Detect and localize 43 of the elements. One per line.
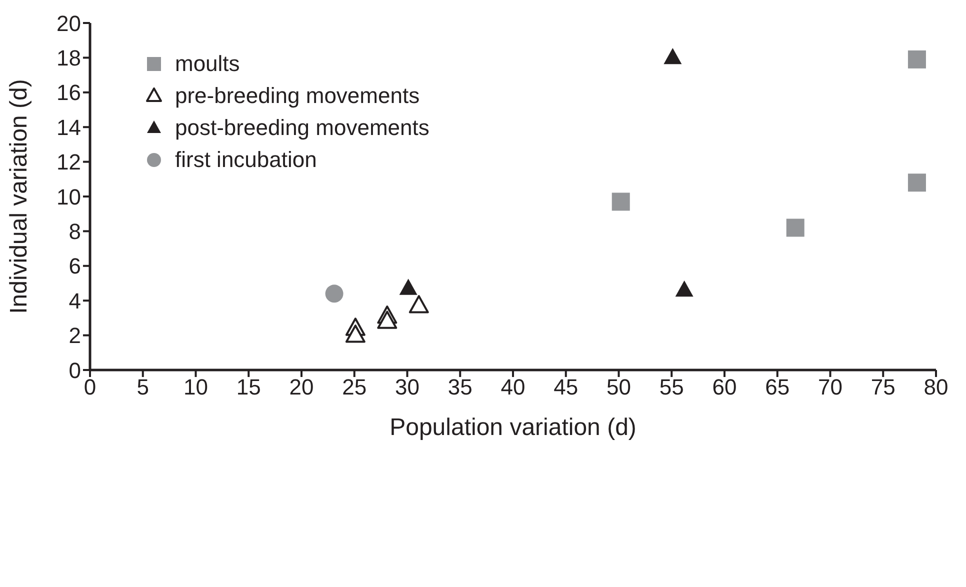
x-tick-label: 35 [448,374,472,400]
point [908,174,926,192]
point [399,278,418,295]
x-tick-label: 80 [924,374,948,400]
x-tick-label: 20 [289,374,314,400]
point [612,192,630,211]
point [908,50,926,68]
y-tick-label: 6 [68,254,81,279]
x-tick-label: 45 [554,374,578,400]
x-axis-title: Population variation (d) [390,414,636,441]
x-tick-label: 60 [712,374,737,400]
y-tick-label: 10 [56,184,81,210]
x-tick-label: 30 [395,374,420,400]
legend-label: post-breeding movements [175,115,430,141]
y-tick-label: 4 [68,288,81,314]
y-tick-label: 14 [56,114,81,140]
x-tick-label: 5 [136,374,149,400]
point [377,310,398,329]
y-tick-label: 8 [68,219,81,244]
y-tick-label: 2 [68,323,81,348]
y-tick-label: 18 [56,46,81,71]
y-tick-label: 12 [56,150,81,175]
x-tick-label: 15 [236,374,261,400]
legend-label: pre-breeding movements [175,83,420,109]
legend-label: moults [175,51,240,77]
legend-label: first incubation [175,147,317,173]
y-tick-label: 20 [56,10,81,36]
y-tick-label: 16 [56,80,81,106]
x-tick-label: 65 [765,374,790,400]
x-tick-label: 10 [184,374,208,400]
x-tick-label: 75 [870,374,896,400]
x-tick-label: 50 [606,374,631,400]
point [786,218,804,237]
x-tick-label: 70 [818,374,842,400]
x-tick-label: 55 [659,374,684,400]
x-tick-label: 40 [500,374,526,400]
point [345,324,366,343]
point [408,295,429,314]
y-tick-label: 0 [68,358,81,383]
x-tick-label: 25 [342,374,367,400]
y-axis-title: Individual variation (d) [6,79,33,314]
point [675,280,694,297]
point [325,284,344,303]
